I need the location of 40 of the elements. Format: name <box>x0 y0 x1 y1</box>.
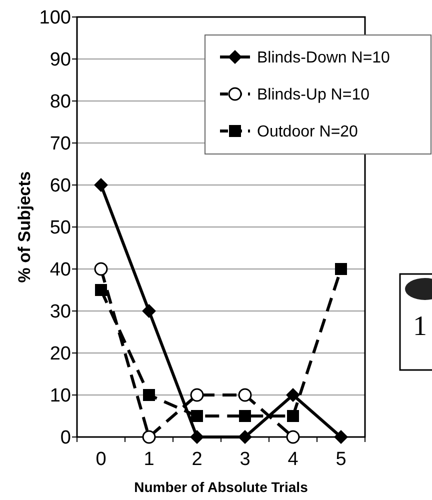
point <box>95 284 107 296</box>
x-tick-label: 5 <box>336 449 346 470</box>
x-tick-label: 4 <box>288 449 299 470</box>
x-tick-label: 2 <box>192 449 202 470</box>
point <box>287 410 299 422</box>
y-tick-label: 70 <box>50 134 71 155</box>
x-tick-label: 0 <box>96 449 106 470</box>
point <box>239 410 251 422</box>
x-axis-title: Number of Absolute Trials <box>134 479 308 495</box>
legend-label: Blinds-Down N=10 <box>257 50 390 67</box>
point <box>238 430 252 444</box>
y-tick-label: 60 <box>50 176 71 197</box>
text: 1 <box>413 311 427 342</box>
y-tick-label: 20 <box>50 344 71 365</box>
y-tick-label: 90 <box>50 50 71 71</box>
legend-label: Blinds-Up N=10 <box>257 86 370 104</box>
point <box>94 178 108 192</box>
point <box>142 430 156 444</box>
point <box>286 388 300 402</box>
point <box>190 388 204 402</box>
x-tick-label: 3 <box>240 449 250 470</box>
y-tick-label: 0 <box>60 428 71 449</box>
point <box>286 430 300 444</box>
y-tick-label: 30 <box>50 302 71 323</box>
y-tick-label: 50 <box>50 218 71 239</box>
y-tick-label: 10 <box>50 386 71 407</box>
point <box>190 430 204 444</box>
y-tick-label: 100 <box>39 8 71 29</box>
y-axis-title: % of Subjects <box>15 171 34 283</box>
point <box>143 389 155 401</box>
point <box>191 410 203 422</box>
point <box>334 430 348 444</box>
point <box>238 388 252 402</box>
point <box>94 262 108 276</box>
y-tick-label: 40 <box>50 260 71 281</box>
legend-label: Outdoor N=20 <box>257 124 358 141</box>
y-tick-label: 80 <box>50 92 71 113</box>
point <box>142 304 156 318</box>
x-tick-label: 1 <box>144 449 154 470</box>
point <box>335 263 347 275</box>
